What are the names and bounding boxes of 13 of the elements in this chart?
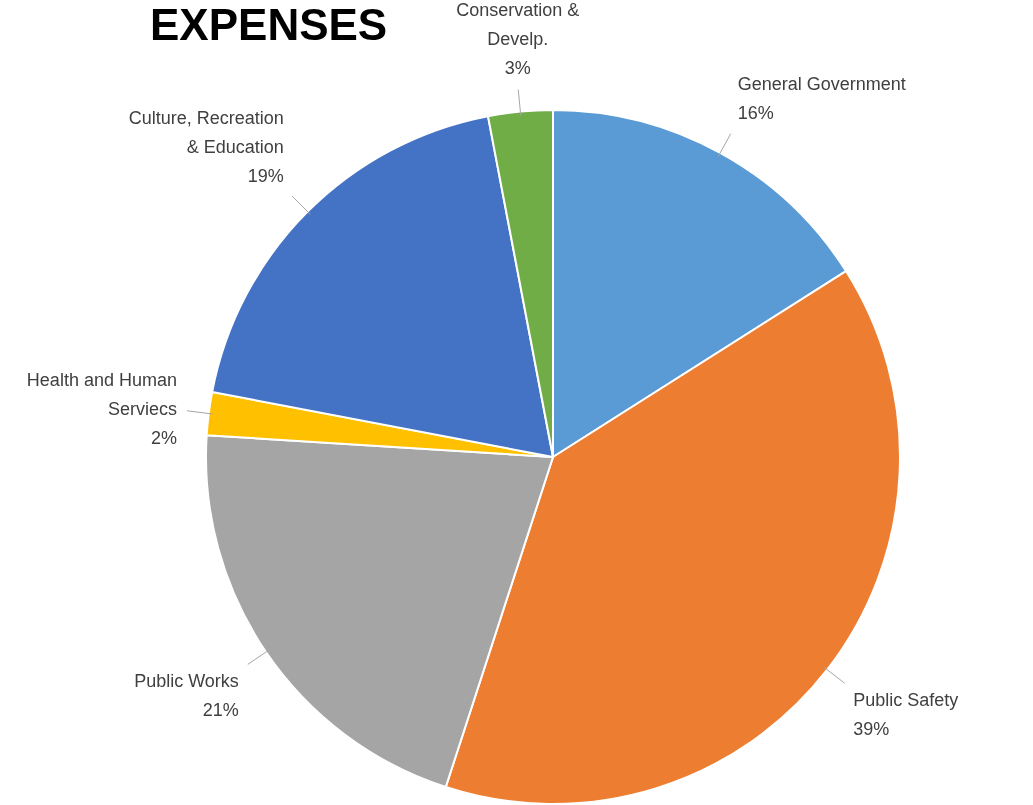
slice-label: Public Works	[134, 671, 239, 692]
slice-label: Health and Human Serviecs	[26, 369, 177, 419]
chart-title: EXPENSES	[150, 0, 388, 50]
slice-label: General Government	[737, 73, 906, 94]
data-label: 3%	[504, 58, 531, 79]
slice-label: Conservation & Develp.	[456, 0, 580, 50]
slice-label: Culture, Recreation & Education	[128, 108, 284, 158]
slice-label: Public Safety	[853, 690, 959, 711]
data-label: 39%	[853, 719, 890, 740]
data-label: 21%	[202, 700, 239, 721]
data-label: 19%	[247, 166, 284, 187]
data-label: 2%	[150, 427, 177, 448]
data-label: 16%	[737, 102, 774, 123]
